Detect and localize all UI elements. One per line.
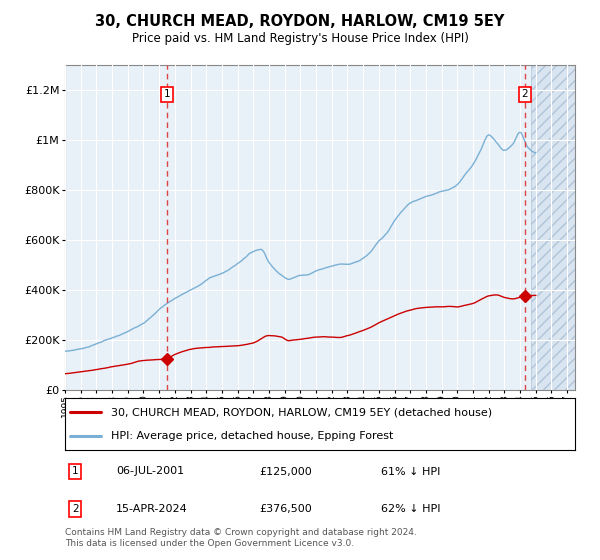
- Text: 1: 1: [72, 466, 79, 477]
- Text: 62% ↓ HPI: 62% ↓ HPI: [381, 504, 440, 514]
- Text: 15-APR-2024: 15-APR-2024: [116, 504, 188, 514]
- Text: 30, CHURCH MEAD, ROYDON, HARLOW, CM19 5EY (detached house): 30, CHURCH MEAD, ROYDON, HARLOW, CM19 5E…: [111, 407, 492, 417]
- Bar: [531, 65, 575, 390]
- Text: 2: 2: [72, 504, 79, 514]
- Text: 61% ↓ HPI: 61% ↓ HPI: [381, 466, 440, 477]
- Text: 06-JUL-2001: 06-JUL-2001: [116, 466, 184, 477]
- Text: £125,000: £125,000: [259, 466, 311, 477]
- Text: 30, CHURCH MEAD, ROYDON, HARLOW, CM19 5EY: 30, CHURCH MEAD, ROYDON, HARLOW, CM19 5E…: [95, 14, 505, 29]
- Text: Price paid vs. HM Land Registry's House Price Index (HPI): Price paid vs. HM Land Registry's House …: [131, 32, 469, 45]
- Text: £376,500: £376,500: [259, 504, 311, 514]
- Text: 1: 1: [164, 89, 170, 99]
- Text: Contains HM Land Registry data © Crown copyright and database right 2024.
This d: Contains HM Land Registry data © Crown c…: [65, 528, 417, 548]
- Text: HPI: Average price, detached house, Epping Forest: HPI: Average price, detached house, Eppi…: [111, 431, 393, 441]
- Text: 2: 2: [521, 89, 528, 99]
